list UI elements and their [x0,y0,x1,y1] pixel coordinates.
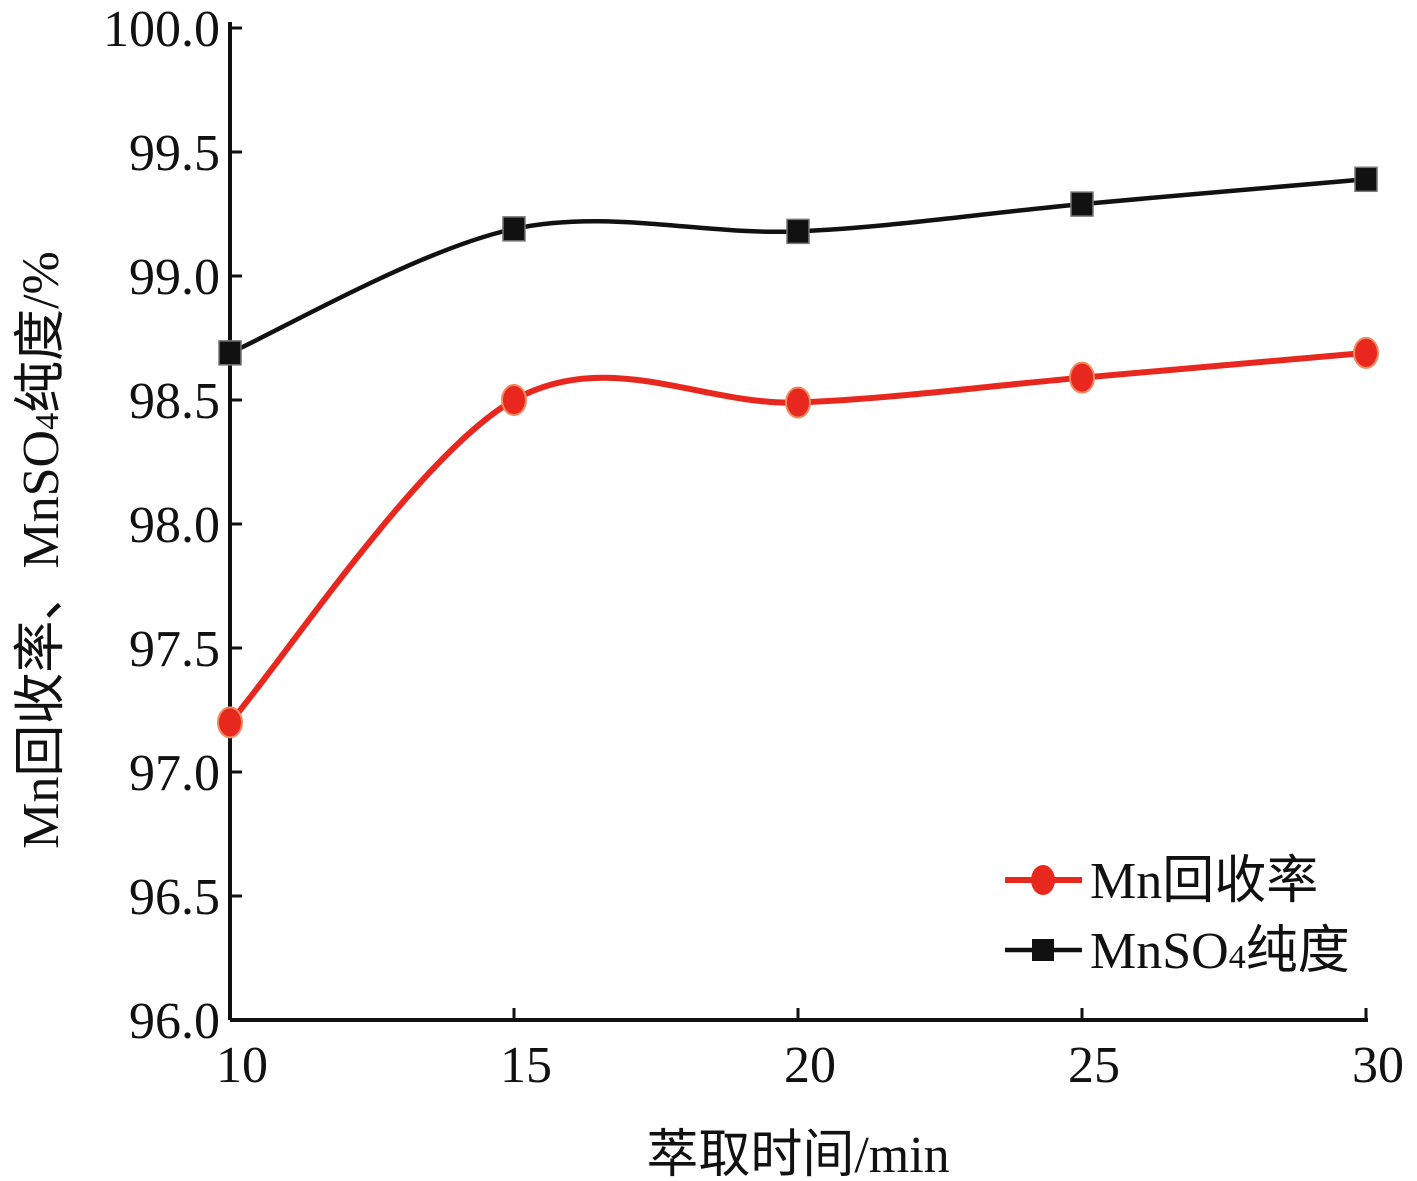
y-tick-label: 99.5 [129,125,220,182]
mnso4-purity-point [502,216,526,242]
y-tick-label: 97.5 [129,621,220,678]
x-axis-title: 萃取时间/min [646,1127,949,1181]
series-layer [217,166,1379,739]
x-tick-label: 10 [216,1037,268,1094]
legend-label-mnso4-purity: MnSO4纯度 [1090,923,1350,980]
y-axis-title: Mn回收率、MnSO4纯度/% [13,251,70,849]
y-tick-label: 98.5 [129,373,220,430]
mn-recovery-point [217,706,243,739]
mnso4-purity-point [1354,166,1378,193]
y-tick-label: 98.0 [129,497,220,554]
legend: Mn回收率 MnSO4纯度 [1005,853,1350,980]
series-mn-recovery [217,336,1379,739]
series-mnso4-purity [218,166,1378,366]
y-tick-label: 100.0 [103,1,220,58]
mn-recovery-point [1353,336,1379,369]
x-tick-label: 15 [500,1037,552,1094]
y-tick-label: 99.0 [129,249,220,306]
x-tick-label: 30 [1352,1037,1404,1094]
axes: 96.0 96.5 97.0 97.5 98.0 98.5 99.0 99.5 100.0 10 1… [103,1,1404,1094]
y-tick-label: 96.0 [129,993,220,1050]
mn-recovery-point [1069,361,1095,394]
mnso4-purity-point [1070,191,1094,217]
mnso4-purity-point [786,218,810,245]
x-tick-label: 20 [784,1037,836,1094]
legend-marker-mn-recovery [1031,865,1055,895]
mnso4-purity-point [218,340,242,366]
x-tick-label: 25 [1068,1037,1120,1094]
legend-label-mn-recovery: Mn回收率 [1090,853,1318,910]
mnso4-purity-line [229,177,1367,355]
mn-recovery-point [501,384,527,416]
y-tick-label: 96.5 [129,869,220,926]
mn-recovery-line [227,349,1367,725]
mn-recovery-point [785,386,811,419]
legend-marker-mnso4-purity [1032,939,1054,961]
y-tick-label: 97.0 [129,745,220,802]
